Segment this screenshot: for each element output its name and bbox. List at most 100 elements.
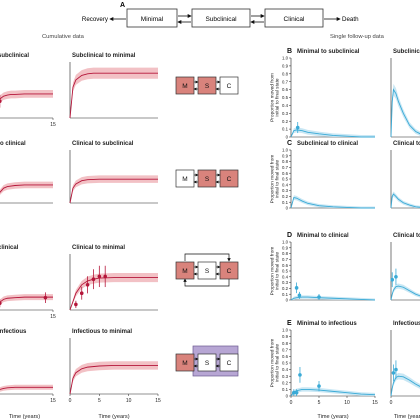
death-label: Death: [342, 16, 359, 23]
x-tick-label: 10: [126, 398, 132, 404]
state-node-label: M: [182, 360, 187, 367]
confidence-band: [391, 372, 420, 396]
data-point: [394, 275, 398, 279]
state-node: [197, 261, 217, 280]
y-tick-label: 0.3: [282, 280, 289, 285]
panel-letter: E: [287, 320, 292, 327]
y-tick-label: 0.7: [282, 347, 289, 352]
x-axis-label: Time (years): [98, 414, 129, 420]
y-tick-label: 0.1: [282, 387, 289, 392]
panel-letter-a: A: [120, 2, 125, 9]
data-point: [297, 293, 302, 298]
state-box-clinical-label: Clinical: [284, 16, 306, 23]
chart-panel-4: clinical 15: [0, 245, 56, 320]
y-tick-label: 0.5: [282, 95, 289, 100]
y-tick-label: 0.8: [282, 159, 289, 164]
y-tick-label: 0.4: [282, 367, 289, 372]
x-axis-label: Time (years): [9, 414, 40, 420]
x-tick-label: 10: [344, 400, 350, 406]
data-point: [103, 274, 107, 279]
y-tick-label: 0.4: [282, 103, 289, 108]
series-line: [0, 296, 53, 303]
x-axis-label: Time (years): [317, 414, 348, 420]
series-line: [0, 184, 53, 194]
y-tick-label: 0.5: [282, 177, 289, 182]
state-node-label: S: [205, 268, 210, 275]
data-point: [91, 277, 96, 282]
x-tick-label: 5: [318, 400, 321, 406]
state-node: [175, 76, 195, 95]
state-node-label: C: [227, 268, 232, 275]
y-tick-label: 1.0: [282, 240, 289, 245]
chart-panel-11: Clinical to: [390, 141, 420, 209]
y-tick-label: 0.6: [282, 354, 289, 359]
panel-title: Clinical to subclinical: [72, 141, 134, 147]
chart-panel-0: subclinical 15: [0, 53, 56, 128]
state-node: [197, 169, 217, 188]
panel-title: Clinical to: [393, 233, 420, 239]
series-line: [290, 197, 375, 209]
single-follow-up-header: Single follow-up data: [330, 34, 385, 40]
x-tick-label: 15: [155, 398, 161, 404]
chart-panel-6: infectious 15 Time (years): [0, 329, 56, 420]
state-node-label: S: [205, 176, 210, 183]
chart-panel-7: Infectious to minimal 0 5 10 15 Time (years): [69, 329, 161, 420]
confidence-band: [0, 384, 53, 392]
panel-title: Subclinica: [393, 49, 420, 55]
x-tick-label: 15: [50, 398, 56, 404]
confidence-band: [70, 67, 158, 118]
state-node-label: M: [182, 268, 187, 275]
panel-title: Clinical to: [393, 141, 420, 147]
series-line: [290, 296, 376, 301]
chart-panel-3: Clinical to subclinical: [69, 141, 158, 204]
y-tick-label: 0.6: [282, 263, 289, 268]
state-node-label: C: [227, 83, 232, 90]
data-point: [295, 125, 300, 130]
confidence-band: [391, 83, 420, 137]
data-point: [294, 286, 299, 290]
loop-arrow-bottom: [183, 278, 230, 287]
x-tick-label: 15: [372, 400, 378, 406]
y-tick-label: 0.2: [282, 286, 289, 291]
panel-title: Clinical to minimal: [72, 245, 125, 251]
data-point: [97, 274, 102, 279]
y-tick-label: 0.4: [282, 182, 289, 187]
series-line: [290, 388, 376, 397]
y-axis-label: Proportion moved frominitial to final st…: [269, 339, 280, 388]
data-point: [0, 99, 2, 103]
panel-title: Subclinical to minimal: [72, 53, 136, 59]
series-line: [69, 178, 158, 204]
state-node: [197, 76, 217, 95]
y-tick-label: 0.6: [282, 171, 289, 176]
confidence-band: [291, 195, 375, 208]
confidence-band: [70, 175, 158, 203]
state-box-subclinical: [191, 8, 251, 28]
confidence-band: [0, 90, 53, 103]
data-point: [298, 373, 302, 377]
series-line: [0, 386, 53, 390]
y-tick-label: 0.1: [282, 292, 289, 297]
y-tick-label: 0.2: [282, 119, 289, 124]
y-tick-label: 1.0: [282, 56, 289, 61]
chart-panel-12: Minimal to clinicalD00.10.20.30.40.50.60…: [269, 232, 376, 303]
panel-title: to clinical: [0, 141, 26, 147]
chart-panel-8: Minimal to subclinical B 0 0.1 0.2 0.3 0.4 0.5 0…: [269, 48, 375, 140]
state-node: [197, 353, 217, 372]
y-axis-label: Proportion moved frominitial to final st…: [269, 73, 280, 122]
y-tick-label: 0.7: [282, 165, 289, 170]
y-tick-label: 0.1: [282, 127, 289, 132]
x-tick-label: 15: [50, 122, 56, 128]
y-tick-label: 0: [286, 394, 289, 399]
panel-title: subclinical: [0, 53, 29, 59]
state-node-label: M: [182, 176, 187, 183]
state-node: [219, 76, 239, 95]
confidence-band: [391, 191, 420, 208]
y-tick-label: 0.8: [282, 71, 289, 76]
state-node-label: S: [205, 83, 210, 90]
x-tick-label: 5: [98, 398, 101, 404]
y-tick-label: 0.9: [282, 153, 289, 158]
